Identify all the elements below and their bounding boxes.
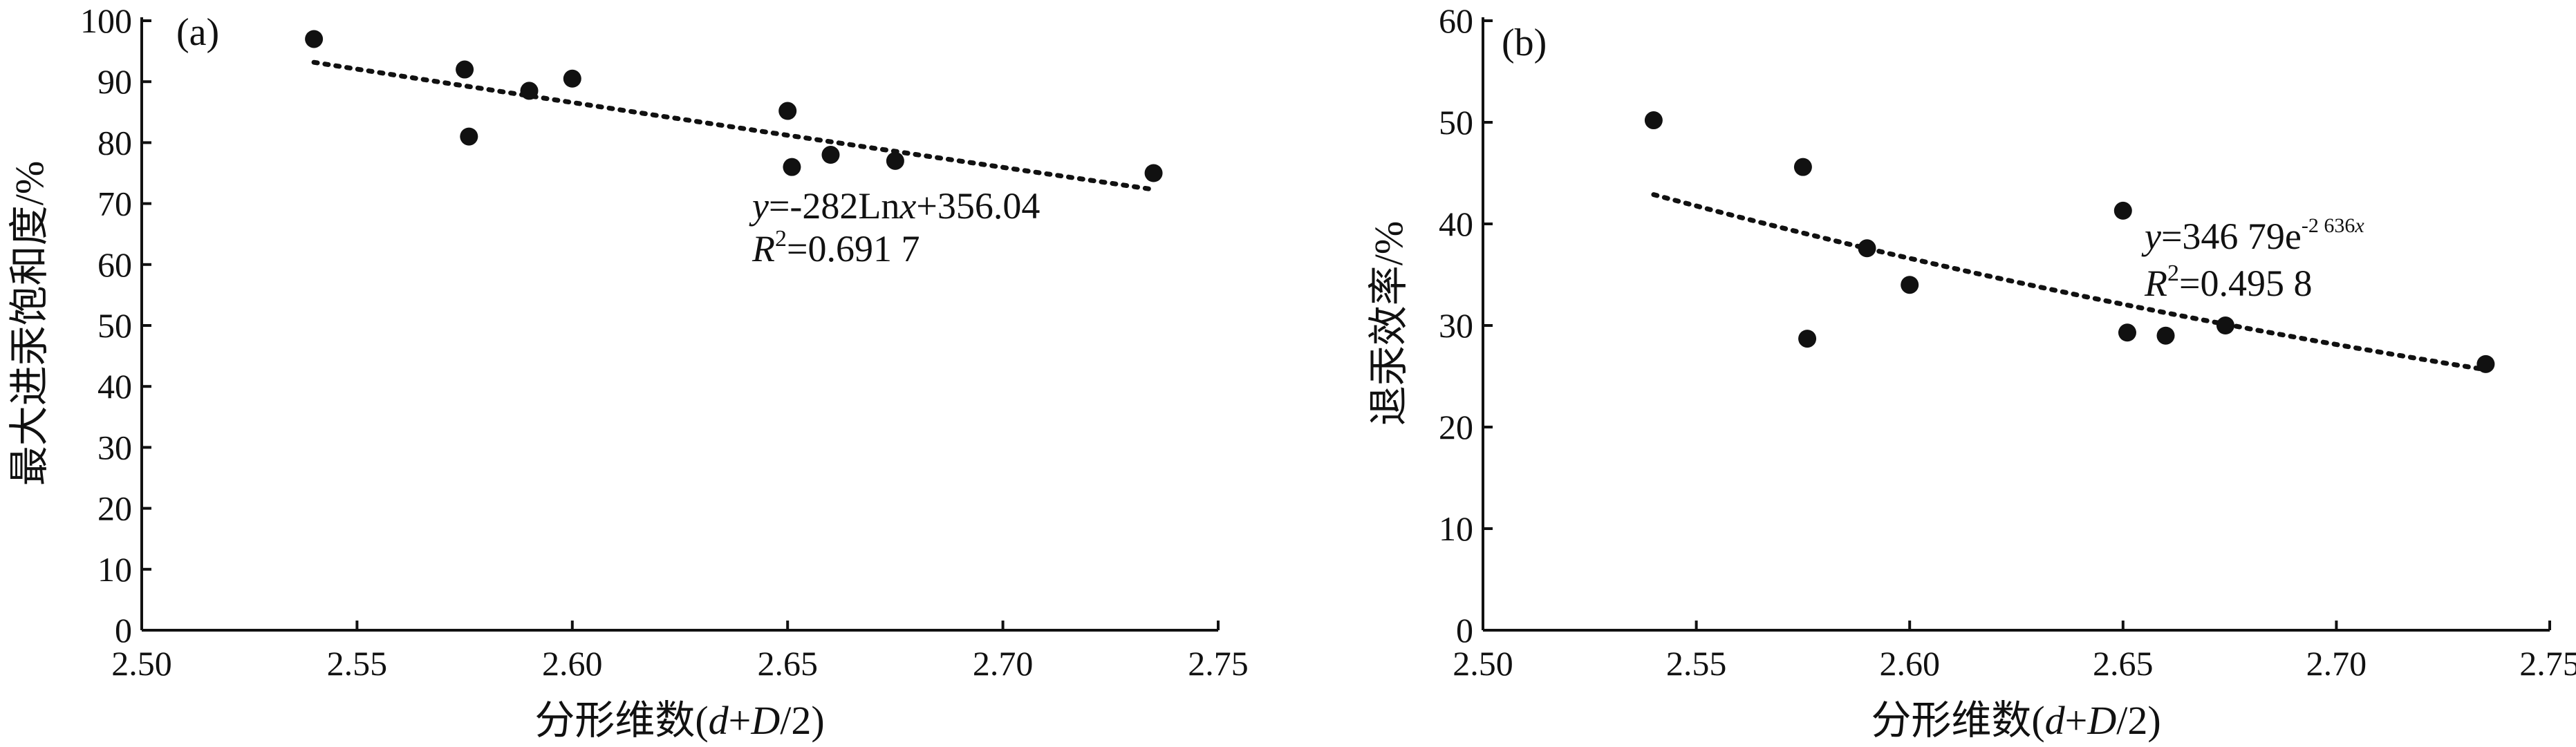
y-tick-label-a-9: 90 (97, 62, 132, 101)
data-point-a-0 (305, 30, 324, 48)
axes-b (1482, 17, 2550, 632)
data-point-a-7 (821, 146, 840, 164)
y-tick-label-a-2: 20 (97, 489, 132, 528)
equation-b-sup: -2 636 (2302, 214, 2355, 237)
data-point-b-3 (1858, 239, 1876, 258)
x-title-a-part1: 分形维数( (534, 698, 708, 743)
y-tick-label-a-7: 70 (97, 185, 132, 223)
y-tick-label-b-3: 30 (1439, 306, 1473, 345)
y-axis-title-a: 最大进汞饱和度/% (7, 161, 52, 486)
x-tick-label-b-2: 2.60 (1879, 644, 1940, 683)
x-tick-label-a-5: 2.75 (1188, 644, 1249, 683)
y-tick-label-a-1: 10 (97, 550, 132, 589)
x-title-a-D: D (750, 698, 780, 743)
trendline-path-b (1651, 192, 2488, 372)
r2-b-var: R (2144, 263, 2167, 304)
x-title-b-d: d (2045, 698, 2066, 743)
x-tick-label-a-1: 2.55 (327, 644, 388, 683)
x-tick-label-b-4: 2.70 (2306, 644, 2367, 683)
y-tick-label-b-2: 20 (1439, 408, 1473, 446)
data-point-a-4 (563, 69, 581, 88)
x-tick-label-a-4: 2.70 (973, 644, 1034, 683)
x-title-b-plus: + (2065, 698, 2088, 743)
x-title-b-D: D (2087, 698, 2116, 743)
data-point-a-9 (1144, 164, 1163, 182)
y-tick-label-a-5: 50 (97, 306, 132, 345)
panel-a: 2.50 2.55 2.60 2.65 2.70 2.75 0 10 20 30 40 50 60 70 8… (7, 1, 1249, 743)
y-tick-label-a-4: 40 (97, 367, 132, 406)
ticks-b: 2.50 2.55 2.60 2.65 2.70 2.75 0 10 20 30 40 50 60 (1439, 1, 2576, 683)
points-a (305, 30, 1163, 182)
y-tick-label-a-8: 80 (97, 123, 132, 162)
data-point-b-2 (1798, 330, 1817, 348)
y-tick-label-b-6: 60 (1439, 1, 1473, 40)
equation-a-yvar: y (749, 185, 769, 227)
data-point-b-1 (1793, 158, 1812, 176)
x-tick-label-b-0: 2.50 (1453, 644, 1513, 683)
data-point-a-8 (886, 151, 904, 170)
y-tick-label-a-6: 60 (97, 245, 132, 284)
equation-a: y=-282Lnx+356.04 (749, 185, 1040, 227)
trendline-a (311, 59, 1157, 192)
trendline-b (1651, 192, 2488, 372)
y-tick-label-a-3: 30 (97, 428, 132, 466)
x-axis-title-b: 分形维数(d+D/2) (1871, 698, 2160, 743)
data-point-a-6 (783, 158, 801, 176)
panel-label-b: (b) (1502, 21, 1547, 64)
r2-a-var: R (752, 228, 775, 270)
x-title-a-plus: + (729, 698, 752, 743)
data-point-b-8 (2216, 316, 2234, 334)
data-point-b-9 (2476, 354, 2495, 373)
data-point-b-0 (1644, 111, 1663, 130)
r2-a: R2=0.691 7 (752, 226, 920, 270)
panel-b: 2.50 2.55 2.60 2.65 2.70 2.75 0 10 20 30 40 50 60 (b… (1366, 1, 2576, 743)
x-tick-label-b-3: 2.65 (2093, 644, 2154, 683)
data-point-a-1 (456, 60, 474, 79)
data-point-b-5 (2113, 201, 2132, 220)
data-point-a-2 (460, 127, 478, 146)
x-tick-label-a-2: 2.60 (542, 644, 603, 683)
axes-a (140, 17, 1218, 632)
data-point-b-7 (2156, 326, 2175, 345)
y-tick-label-b-1: 10 (1439, 509, 1473, 548)
equation-b-body: =346 79e (2161, 216, 2302, 257)
panel-label-a: (a) (176, 11, 219, 54)
equation-a-xvar: x (899, 185, 916, 227)
data-point-a-3 (520, 82, 539, 100)
r2-a-value: =0.691 7 (787, 228, 920, 270)
x-title-a-part3: /2) (780, 698, 824, 743)
x-tick-label-b-1: 2.55 (1666, 644, 1727, 683)
data-point-b-6 (2118, 323, 2136, 342)
points-b (1644, 111, 2495, 373)
y-tick-label-b-5: 50 (1439, 103, 1473, 142)
equation-b: y=346 79e-2 636x (2141, 214, 2364, 257)
r2-b: R2=0.495 8 (2144, 261, 2312, 304)
x-axis-title-a: 分形维数(d+D/2) (534, 698, 824, 743)
equation-a-body: =-282Ln (769, 185, 899, 227)
trendline-path-a (311, 59, 1157, 192)
y-tick-label-b-0: 0 (1456, 611, 1473, 650)
y-tick-label-b-4: 40 (1439, 205, 1473, 243)
r2-b-value: =0.495 8 (2179, 263, 2312, 304)
ticks-a: 2.50 2.55 2.60 2.65 2.70 2.75 0 10 20 30 40 50 60 70 8… (80, 1, 1249, 683)
equation-a-rest: +356.04 (916, 185, 1040, 227)
x-tick-label-a-3: 2.65 (757, 644, 818, 683)
data-point-b-4 (1901, 276, 1919, 294)
x-title-b-part1: 分形维数( (1871, 698, 2044, 743)
x-tick-label-a-0: 2.50 (111, 644, 172, 683)
x-tick-label-b-5: 2.75 (2519, 644, 2576, 683)
r2-b-sup: 2 (2167, 261, 2179, 286)
equation-b-supvar: x (2354, 214, 2364, 237)
y-tick-label-a-10: 100 (80, 1, 132, 40)
x-title-b-part3: /2) (2116, 698, 2160, 743)
r2-a-sup: 2 (775, 226, 787, 252)
x-title-a-d: d (709, 698, 729, 743)
y-axis-title-b: 退汞效率/% (1366, 221, 1411, 426)
y-tick-label-a-0: 0 (115, 611, 132, 650)
data-point-a-5 (778, 102, 797, 120)
equation-b-yvar: y (2141, 216, 2161, 257)
